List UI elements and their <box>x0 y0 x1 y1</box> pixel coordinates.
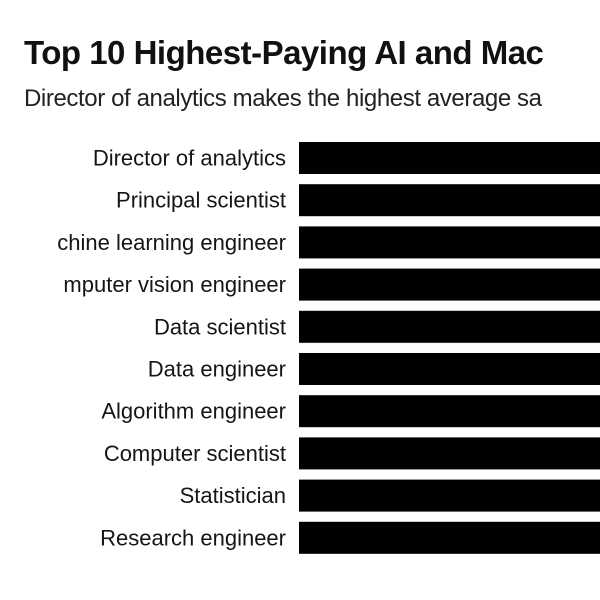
chart-title: Top 10 Highest-Paying AI and Mac <box>24 34 544 71</box>
bar-2 <box>299 226 600 259</box>
category-label-5: Data engineer <box>148 357 286 382</box>
bar-8 <box>299 479 600 512</box>
category-label-2: chine learning engineer <box>57 230 286 255</box>
bar-0 <box>299 142 600 174</box>
bar-1 <box>299 184 600 217</box>
category-label-8: Statistician <box>180 483 286 508</box>
bar-4 <box>299 310 600 343</box>
bar-5 <box>299 353 600 385</box>
category-label-1: Principal scientist <box>116 188 286 213</box>
category-label-3: mputer vision engineer <box>63 272 286 297</box>
category-label-6: Algorithm engineer <box>101 399 286 424</box>
category-label-9: Research engineer <box>100 525 286 550</box>
chart-subtitle: Director of analytics makes the highest … <box>24 85 542 112</box>
category-label-4: Data scientist <box>154 314 286 339</box>
bar-3 <box>299 268 600 301</box>
bar-7 <box>299 437 600 470</box>
bar-6 <box>299 395 600 428</box>
bar-9 <box>299 521 600 554</box>
category-label-0: Director of analytics <box>93 146 286 171</box>
category-label-7: Computer scientist <box>104 441 286 466</box>
